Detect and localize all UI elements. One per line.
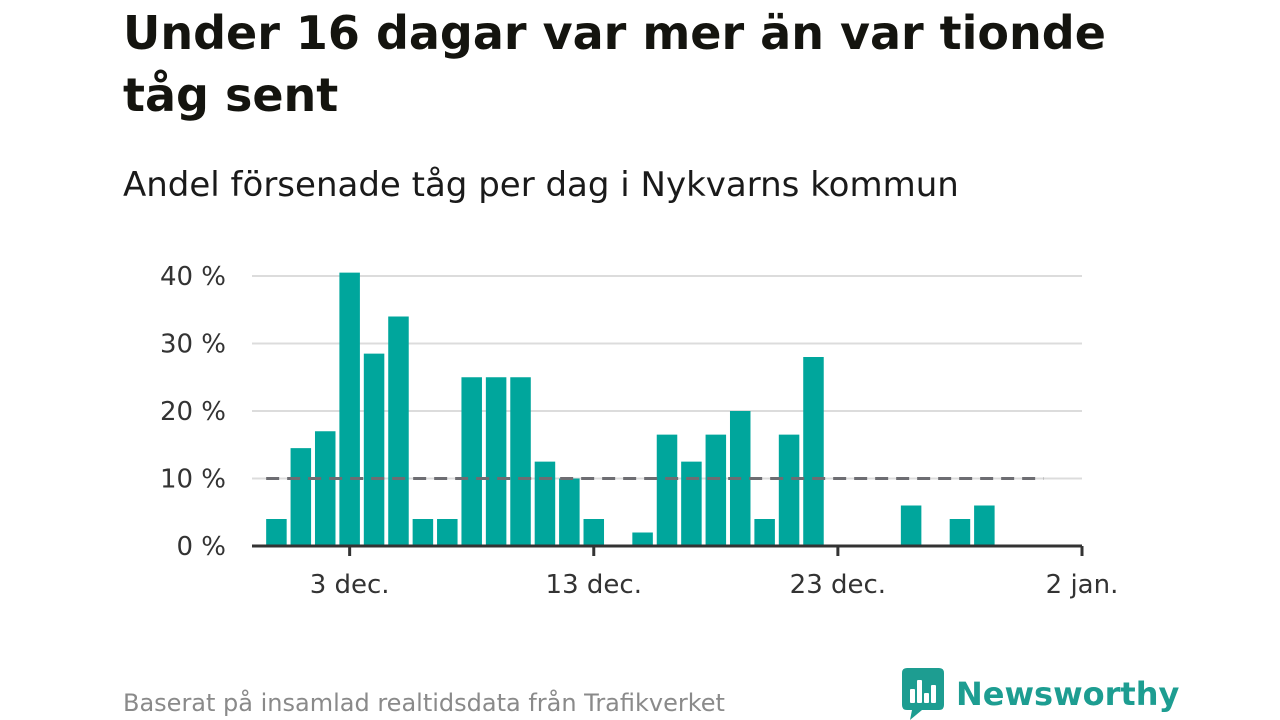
bar <box>510 377 531 546</box>
brand-name: Newsworthy <box>956 675 1180 713</box>
bar <box>656 434 678 547</box>
chart-subtitle: Andel försenade tåg per dag i Nykvarns k… <box>123 165 959 205</box>
x-axis <box>252 544 1084 556</box>
bar <box>974 505 995 546</box>
bar <box>290 448 312 547</box>
x-axis-tick-labels: 3 dec. 13 dec. 23 dec. 2 jan. <box>310 570 1119 600</box>
y-tick-label: 30 % <box>160 330 226 360</box>
bar <box>339 272 360 547</box>
bar <box>363 353 385 547</box>
bars <box>266 272 995 547</box>
newsworthy-logo-icon <box>902 668 944 720</box>
y-tick-label: 40 % <box>160 262 226 292</box>
bar <box>485 377 507 546</box>
bar <box>778 434 800 547</box>
bar <box>900 505 922 546</box>
bar <box>803 357 824 546</box>
x-tick-label: 13 dec. <box>546 570 642 600</box>
bar <box>559 478 580 546</box>
y-tick-label: 10 % <box>160 465 226 495</box>
bar <box>388 316 409 546</box>
bar <box>412 519 434 546</box>
bar <box>949 519 971 546</box>
y-tick-label: 0 % <box>176 532 226 562</box>
x-tick-label: 2 jan. <box>1046 570 1119 600</box>
bar <box>754 519 775 546</box>
bar <box>461 377 482 546</box>
chart-title: Under 16 dagar var mer än var tionde tåg… <box>123 6 1106 122</box>
y-tick-label: 20 % <box>160 397 226 427</box>
bar <box>705 434 727 547</box>
bar <box>437 519 458 546</box>
y-axis-tick-labels: 0 % 10 % 20 % 30 % 40 % <box>160 262 226 562</box>
bar <box>583 519 605 546</box>
source-note: Baserat på insamlad realtidsdata från Tr… <box>123 689 725 717</box>
bar <box>632 532 653 546</box>
newsworthy-brand[interactable]: Newsworthy <box>902 668 1179 720</box>
x-tick-label: 3 dec. <box>310 570 390 600</box>
bar <box>534 461 556 547</box>
bar <box>681 461 702 547</box>
bar <box>314 431 336 546</box>
x-tick-label: 23 dec. <box>790 570 886 600</box>
bar <box>266 519 287 546</box>
